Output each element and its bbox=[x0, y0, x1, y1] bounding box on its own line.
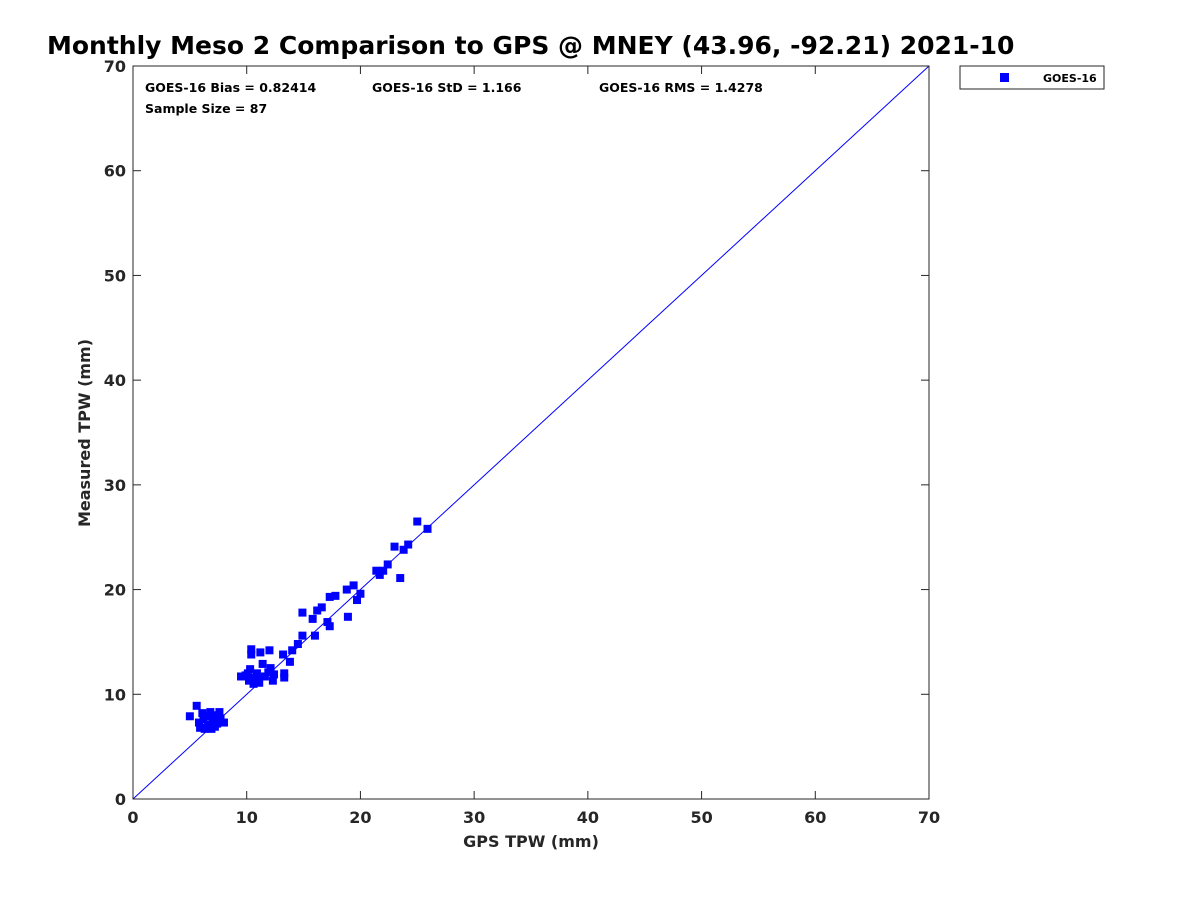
y-tick-label: 30 bbox=[104, 476, 126, 495]
y-tick-label: 10 bbox=[104, 685, 126, 704]
data-point bbox=[215, 708, 224, 717]
data-point bbox=[399, 545, 408, 554]
data-point bbox=[264, 668, 273, 677]
data-point bbox=[353, 596, 362, 605]
data-point bbox=[192, 701, 201, 710]
y-axis-label: Measured TPW (mm) bbox=[75, 339, 94, 527]
data-point bbox=[404, 540, 413, 549]
chart-title: Monthly Meso 2 Comparison to GPS @ MNEY … bbox=[47, 31, 1014, 60]
data-point bbox=[372, 566, 381, 575]
data-point bbox=[268, 676, 277, 685]
data-point bbox=[216, 714, 225, 723]
x-axis-label: GPS TPW (mm) bbox=[463, 832, 599, 851]
y-tick-label: 60 bbox=[104, 162, 126, 181]
data-point bbox=[279, 650, 288, 659]
x-tick-label: 20 bbox=[349, 808, 371, 827]
x-tick-label: 0 bbox=[127, 808, 138, 827]
data-point bbox=[265, 646, 274, 655]
data-point bbox=[266, 664, 275, 673]
y-tick-label: 70 bbox=[104, 57, 126, 76]
data-point bbox=[270, 670, 279, 679]
data-point bbox=[200, 724, 209, 733]
data-point bbox=[317, 603, 326, 612]
data-point bbox=[213, 719, 222, 728]
data-point bbox=[423, 524, 432, 533]
rms-stat: GOES-16 RMS = 1.4278 bbox=[599, 80, 763, 95]
data-point bbox=[247, 645, 256, 654]
data-point bbox=[252, 669, 261, 678]
legend: GOES-16 bbox=[959, 65, 1105, 90]
data-point bbox=[342, 585, 351, 594]
y-tick-label: 40 bbox=[104, 371, 126, 390]
data-point bbox=[331, 591, 340, 600]
data-point bbox=[185, 712, 194, 721]
plot-frame bbox=[132, 65, 930, 800]
data-point bbox=[209, 711, 218, 720]
data-point bbox=[194, 718, 203, 727]
data-point bbox=[255, 678, 264, 687]
data-point bbox=[244, 676, 253, 685]
data-point bbox=[212, 715, 221, 724]
x-tick-label: 70 bbox=[918, 808, 940, 827]
data-point bbox=[390, 542, 399, 551]
data-point bbox=[285, 657, 294, 666]
data-point bbox=[349, 581, 358, 590]
x-tick-label: 60 bbox=[804, 808, 826, 827]
data-point bbox=[323, 618, 332, 627]
data-point bbox=[413, 517, 422, 526]
data-point bbox=[383, 560, 392, 569]
data-point bbox=[246, 665, 255, 674]
std-stat: GOES-16 StD = 1.166 bbox=[372, 80, 522, 95]
data-point bbox=[293, 640, 302, 649]
legend-label: GOES-16 bbox=[1043, 72, 1097, 85]
data-point bbox=[280, 669, 289, 678]
data-point bbox=[202, 712, 211, 721]
data-point bbox=[249, 679, 258, 688]
data-point bbox=[288, 646, 297, 655]
x-tick-label: 10 bbox=[236, 808, 258, 827]
data-point bbox=[198, 709, 207, 718]
x-tick-label: 40 bbox=[577, 808, 599, 827]
sample-size-stat: Sample Size = 87 bbox=[145, 101, 267, 116]
data-point bbox=[237, 672, 246, 681]
x-tick-label: 50 bbox=[690, 808, 712, 827]
data-point bbox=[356, 589, 365, 598]
one-to-one-reference-line bbox=[132, 65, 930, 800]
data-point bbox=[325, 592, 334, 601]
data-point bbox=[219, 718, 228, 727]
data-point bbox=[313, 606, 322, 615]
data-point bbox=[196, 723, 205, 732]
x-tick-label: 30 bbox=[463, 808, 485, 827]
data-point bbox=[298, 608, 307, 617]
y-tick-label: 0 bbox=[115, 790, 126, 809]
data-point bbox=[280, 673, 289, 682]
data-point bbox=[298, 631, 307, 640]
y-tick-label: 20 bbox=[104, 581, 126, 600]
data-point bbox=[243, 669, 252, 678]
legend-box bbox=[959, 65, 1105, 90]
data-point bbox=[325, 622, 334, 631]
axis-tick-labels: 0 10 20 30 40 50 60 70 0 10 20 30 40 50 60 70 bbox=[104, 57, 940, 827]
legend-marker bbox=[1000, 73, 1009, 82]
y-tick-label: 50 bbox=[104, 266, 126, 285]
data-point bbox=[343, 612, 352, 621]
data-point bbox=[379, 566, 388, 575]
data-points bbox=[185, 517, 432, 733]
data-point bbox=[204, 720, 213, 729]
bias-stat: GOES-16 Bias = 0.82414 bbox=[145, 80, 316, 95]
data-point bbox=[396, 574, 405, 583]
data-point bbox=[310, 631, 319, 640]
data-point bbox=[260, 672, 269, 681]
data-point bbox=[247, 650, 256, 659]
data-point bbox=[256, 648, 265, 657]
data-point bbox=[258, 659, 267, 668]
data-point bbox=[308, 614, 317, 623]
data-point bbox=[375, 570, 384, 579]
